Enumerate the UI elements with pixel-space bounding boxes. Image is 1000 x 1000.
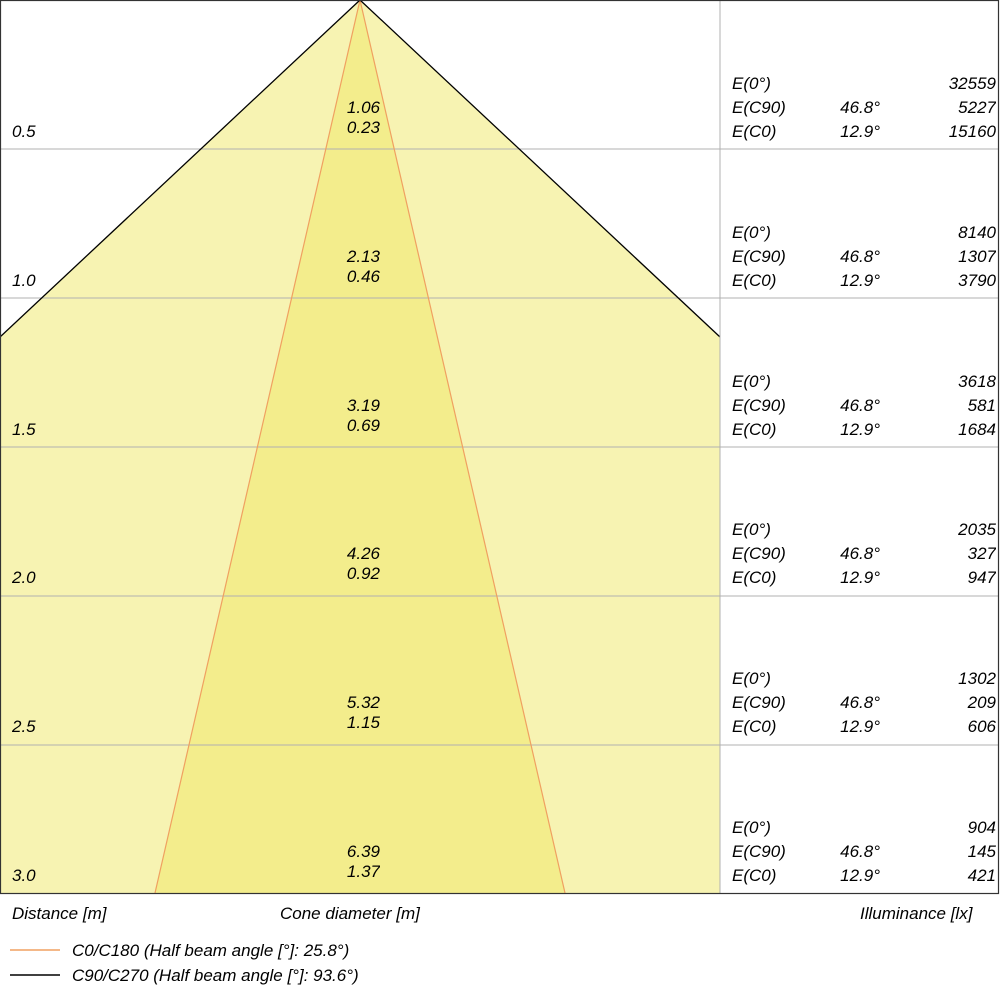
- ec90-value: 1307: [958, 246, 996, 266]
- ec0-label: E(C0): [732, 270, 777, 290]
- distance-label: 1.0: [12, 270, 36, 290]
- ec90-value: 5227: [958, 98, 996, 117]
- e0-value: 2035: [958, 520, 996, 540]
- ec0-angle: 12.9°: [840, 866, 880, 885]
- ec90-label: E(C90): [732, 98, 786, 117]
- distance-label: 2.0: [12, 568, 36, 588]
- ec0-label: E(C0): [732, 419, 777, 439]
- e0-value: 904: [967, 818, 996, 837]
- cone-diameter-c0: 0.23: [346, 118, 380, 137]
- ec0-label: E(C0): [732, 717, 777, 737]
- legend-c90: C90/C270 (Half beam angle [°]: 93.6°): [72, 966, 359, 985]
- cone-diameter-caption: Cone diameter [m]: [280, 904, 420, 923]
- cone-diameter-c90: 2.13: [346, 246, 380, 266]
- ec90-label: E(C90): [732, 395, 786, 415]
- e0-label: E(0°): [732, 669, 771, 689]
- ec0-value: 421: [967, 866, 996, 885]
- e0-label: E(0°): [732, 818, 771, 837]
- ec0-value: 3790: [958, 270, 996, 290]
- e0-label: E(0°): [732, 371, 771, 391]
- ec0-value: 606: [967, 717, 996, 737]
- ec0-value: 15160: [948, 122, 996, 141]
- ec90-value: 209: [967, 693, 996, 713]
- ec90-label: E(C90): [732, 693, 786, 713]
- cone-diameter-c90: 5.32: [346, 693, 380, 713]
- distance-label: 0.5: [12, 122, 36, 141]
- ec90-value: 327: [967, 544, 996, 564]
- ec0-label: E(C0): [732, 866, 777, 885]
- cone-diameter-c90: 1.06: [346, 98, 380, 117]
- cone-diameter-c90: 6.39: [346, 842, 380, 861]
- ec90-label: E(C90): [732, 544, 786, 564]
- e0-value: 1302: [958, 669, 996, 689]
- cone-diameter-c90: 3.19: [346, 395, 380, 415]
- ec0-angle: 12.9°: [840, 419, 880, 439]
- distance-caption: Distance [m]: [12, 904, 107, 923]
- c90-left-edge: [0, 0, 361, 338]
- illuminance-caption: Illuminance [lx]: [860, 904, 973, 923]
- ec90-value: 145: [967, 842, 996, 861]
- ec90-label: E(C90): [732, 246, 786, 266]
- distance-label: 3.0: [12, 866, 36, 885]
- ec0-value: 947: [967, 568, 996, 588]
- cone-diameter-c0: 0.69: [346, 415, 380, 435]
- cone-diameter-c90: 4.26: [346, 544, 380, 564]
- distance-label: 2.5: [12, 717, 36, 737]
- ec0-angle: 12.9°: [840, 270, 880, 290]
- ec0-value: 1684: [958, 419, 996, 439]
- e0-label: E(0°): [732, 520, 771, 540]
- e0-value: 8140: [958, 222, 996, 242]
- grid-lines: [0, 148, 998, 746]
- e0-value: 32559: [948, 74, 996, 93]
- ec90-angle: 46.8°: [840, 842, 880, 861]
- ec0-label: E(C0): [732, 568, 777, 588]
- ec90-angle: 46.8°: [840, 693, 880, 713]
- cone-diameter-c0: 0.92: [346, 564, 380, 584]
- diagram-frame: [0, 0, 1000, 895]
- c0-right-edge: [359, 0, 566, 894]
- ec90-angle: 46.8°: [840, 98, 880, 117]
- distance-label: 1.5: [12, 419, 36, 439]
- legend-c0: C0/C180 (Half beam angle [°]: 25.8°): [72, 941, 350, 960]
- e0-label: E(0°): [732, 222, 771, 242]
- ec90-angle: 46.8°: [840, 395, 880, 415]
- cone-diameter-c0: 0.46: [346, 266, 380, 286]
- ec0-angle: 12.9°: [840, 122, 880, 141]
- e0-value: 3618: [958, 371, 996, 391]
- cone-diameter-c0: 1.15: [346, 713, 380, 733]
- ec0-label: E(C0): [732, 122, 777, 141]
- ec0-angle: 12.9°: [840, 568, 880, 588]
- e0-label: E(0°): [732, 74, 771, 93]
- ec90-label: E(C90): [732, 842, 786, 861]
- ec0-angle: 12.9°: [840, 717, 880, 737]
- ec90-angle: 46.8°: [840, 246, 880, 266]
- ec90-value: 581: [967, 395, 996, 415]
- cone-diameter-c0: 1.37: [346, 862, 380, 881]
- ec90-angle: 46.8°: [840, 544, 880, 564]
- c0-left-edge: [154, 0, 361, 894]
- c90-right-edge: [359, 0, 721, 338]
